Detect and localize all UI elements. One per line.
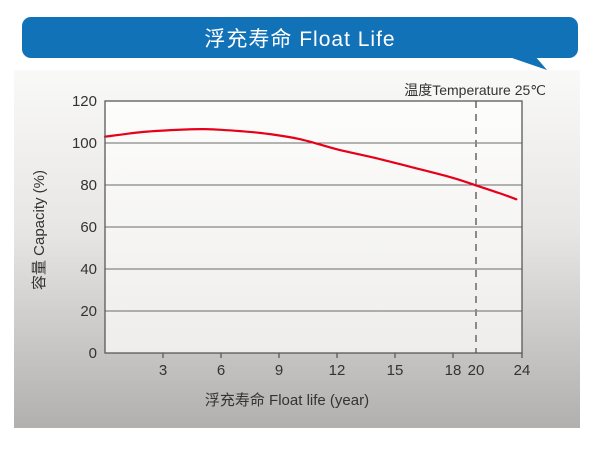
x-tick-label: 24 — [514, 362, 531, 379]
banner-tail — [506, 56, 547, 70]
capacity-curve — [103, 127, 518, 201]
x-tick-label: 12 — [329, 362, 346, 379]
x-tick-label: 18 — [445, 362, 462, 379]
x-tick-label: 15 — [387, 362, 404, 379]
y-tick-label: 80 — [80, 177, 97, 194]
banner-tail-shape — [506, 56, 547, 70]
title-banner: 浮充寿命 Float Life — [22, 17, 578, 58]
y-tick-label: 0 — [89, 345, 97, 362]
x-axis-title: 浮充寿命 Float life (year) — [205, 391, 369, 409]
y-tick-label: 20 — [80, 303, 97, 320]
x-tick-label: 6 — [217, 362, 225, 379]
plot-border — [104, 100, 523, 354]
y-tick-label: 40 — [80, 261, 97, 278]
x-tick-label: 20 — [468, 362, 485, 379]
y-axis-title: 容量 Capacity (%) — [31, 170, 48, 290]
y-tick-label: 100 — [72, 135, 97, 152]
y-tick-label: 60 — [80, 219, 97, 236]
x-tick-label: 9 — [275, 362, 283, 379]
temperature-annotation: 温度Temperature 25℃ — [404, 82, 546, 98]
x-tick-label: 3 — [159, 362, 167, 379]
page-title: 浮充寿命 Float Life — [204, 27, 396, 51]
y-tick-label: 120 — [72, 93, 97, 110]
